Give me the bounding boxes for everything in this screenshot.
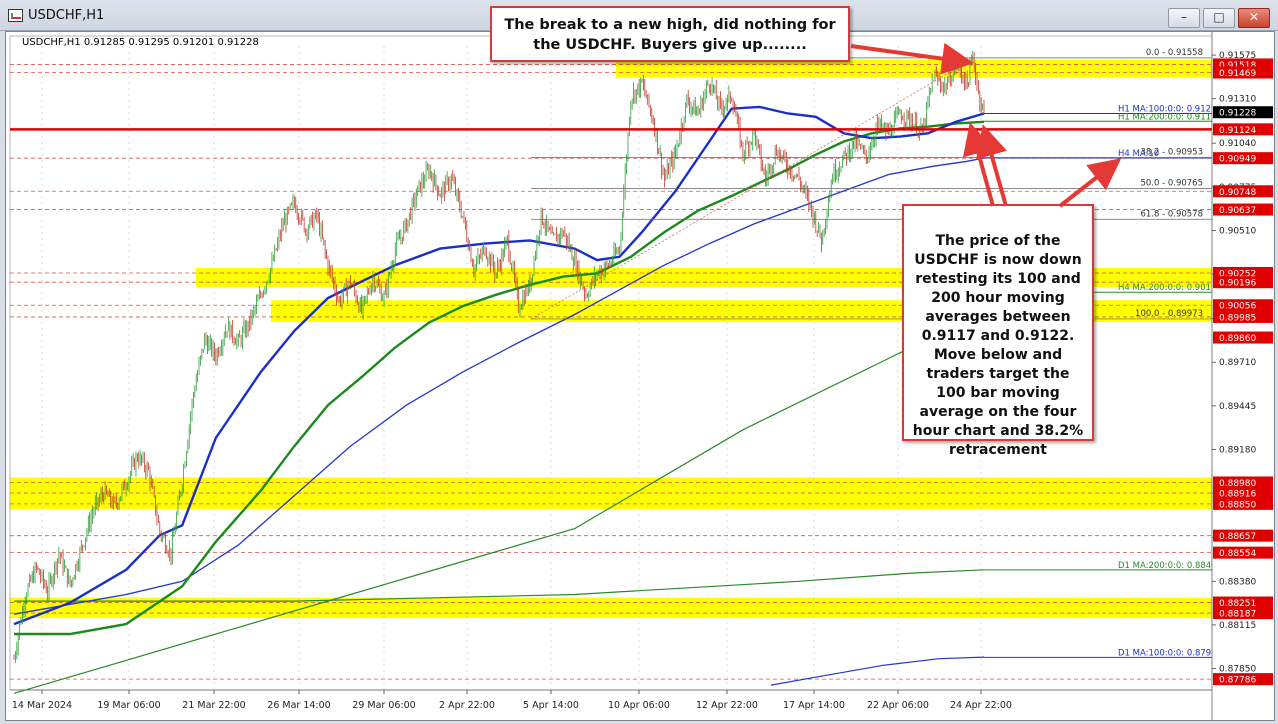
price-label-box bbox=[1213, 673, 1273, 686]
time-tick-label: 26 Mar 14:00 bbox=[267, 700, 330, 711]
fib-label: 100.0 - 0.89973 bbox=[1135, 309, 1203, 319]
fib-label: 38.2 - 0.90953 bbox=[1140, 148, 1203, 158]
h4-ma100-line bbox=[13, 157, 985, 615]
fib-label: 61.8 - 0.90578 bbox=[1140, 209, 1203, 219]
price-label-box bbox=[1213, 607, 1273, 620]
price-label-text: 0.88554 bbox=[1219, 549, 1256, 559]
ma-label: H4 MA:200:0:0: 0.90135 bbox=[1118, 283, 1222, 293]
price-label-box bbox=[1213, 476, 1273, 489]
support-band bbox=[616, 59, 1212, 78]
price-label-box bbox=[1213, 203, 1273, 216]
price-label-text: 0.91469 bbox=[1219, 69, 1256, 79]
price-label-text: 0.88850 bbox=[1219, 500, 1256, 510]
price-label-text: 0.89860 bbox=[1219, 334, 1256, 344]
h1-ma200-line bbox=[14, 120, 985, 636]
price-label-box bbox=[1213, 596, 1273, 609]
price-label-box bbox=[1213, 185, 1273, 198]
price-tick-label: 0.91040 bbox=[1219, 139, 1256, 149]
price-label-text: 0.91124 bbox=[1219, 126, 1256, 136]
price-label-text: 0.91518 bbox=[1219, 61, 1256, 71]
price-label-box bbox=[1213, 266, 1273, 279]
time-tick-label: 21 Mar 22:00 bbox=[182, 700, 245, 711]
price-label-box bbox=[1213, 546, 1273, 559]
h4-ma200-line bbox=[13, 313, 985, 694]
ma-label: D1 MA:100:0:0: 0.87918 bbox=[1118, 648, 1222, 658]
price-label-text: 0.91228 bbox=[1219, 109, 1256, 119]
price-label-box bbox=[1213, 529, 1273, 542]
ma-label: D1 MA:200:0:0: 0.88449 bbox=[1118, 561, 1222, 571]
fib-label: 50.0 - 0.90765 bbox=[1140, 178, 1203, 188]
price-label-text: 0.89985 bbox=[1219, 313, 1256, 323]
price-tick-label: 0.88380 bbox=[1219, 577, 1256, 587]
price-tick-label: 0.87850 bbox=[1219, 665, 1256, 675]
time-tick-label: 17 Apr 14:00 bbox=[783, 700, 845, 711]
ma-label: H1 MA:100:0:0: 0.91220 bbox=[1118, 105, 1222, 115]
price-label-text: 0.87786 bbox=[1219, 676, 1256, 686]
price-tick-label: 0.91310 bbox=[1219, 95, 1256, 105]
price-label-text: 0.90637 bbox=[1219, 206, 1256, 216]
callout-top: The break to a new high, did nothing for… bbox=[490, 6, 850, 62]
price-label-box bbox=[1213, 497, 1273, 510]
h1-ma100-line bbox=[13, 105, 985, 626]
price-label-text: 0.88657 bbox=[1219, 532, 1256, 542]
window-title: USDCHF,H1 bbox=[28, 8, 105, 23]
time-tick-label: 19 Mar 06:00 bbox=[97, 700, 160, 711]
price-label-box bbox=[1213, 66, 1273, 79]
price-label-text: 0.90196 bbox=[1219, 279, 1256, 289]
price-label-box bbox=[1213, 487, 1273, 500]
price-label-box bbox=[1213, 331, 1273, 344]
price-label-box bbox=[1213, 123, 1273, 136]
fib-diagonal bbox=[530, 57, 975, 320]
price-label-text: 0.90748 bbox=[1219, 188, 1256, 198]
time-tick-label: 22 Apr 06:00 bbox=[867, 700, 929, 711]
time-tick-label: 14 Mar 2024 bbox=[12, 700, 72, 711]
price-tick-label: 0.89445 bbox=[1219, 402, 1256, 412]
price-label-text: 0.88251 bbox=[1219, 599, 1256, 609]
fib-label: 0.0 - 0.91558 bbox=[1146, 48, 1203, 58]
ma-label: H4 MA:10 bbox=[1118, 149, 1159, 159]
price-tick-label: 0.90510 bbox=[1219, 226, 1256, 236]
price-label-box bbox=[1213, 276, 1273, 289]
price-label-text: 0.90056 bbox=[1219, 302, 1256, 312]
callout-right: The price of the USDCHF is now down rete… bbox=[902, 204, 1094, 458]
price-tick-label: 0.88115 bbox=[1219, 621, 1256, 631]
maximize-button[interactable]: □ bbox=[1203, 8, 1235, 28]
price-label-text: 0.88187 bbox=[1219, 610, 1256, 620]
minimize-button[interactable]: – bbox=[1168, 8, 1200, 28]
close-button[interactable]: ✕ bbox=[1238, 8, 1270, 28]
price-label-box bbox=[1213, 106, 1273, 119]
price-tick-label: 0.89710 bbox=[1219, 358, 1256, 368]
d1-ma200-line bbox=[14, 569, 985, 602]
d1-ma100-line bbox=[770, 656, 985, 686]
time-tick-label: 24 Apr 22:00 bbox=[950, 700, 1012, 711]
time-tick-label: 29 Mar 06:00 bbox=[352, 700, 415, 711]
price-label-text: 0.88980 bbox=[1219, 479, 1256, 489]
time-tick-label: 2 Apr 22:00 bbox=[439, 700, 495, 711]
price-label-text: 0.90252 bbox=[1219, 269, 1256, 279]
ma-label: H1 MA:200:0:0: 0.91173 bbox=[1118, 112, 1222, 122]
time-tick-label: 12 Apr 22:00 bbox=[696, 700, 758, 711]
price-label-box bbox=[1213, 152, 1273, 165]
time-tick-label: 10 Apr 06:00 bbox=[608, 700, 670, 711]
price-tick-label: 0.89180 bbox=[1219, 446, 1256, 456]
chart-window-icon bbox=[8, 9, 23, 22]
price-label-box bbox=[1213, 299, 1273, 312]
price-label-text: 0.88916 bbox=[1219, 490, 1256, 500]
support-band bbox=[10, 597, 1212, 619]
price-label-box bbox=[1213, 310, 1273, 323]
price-label-text: 0.90949 bbox=[1219, 155, 1256, 165]
chart-header: USDCHF,H1 0.91285 0.91295 0.91201 0.9122… bbox=[22, 37, 259, 48]
time-tick-label: 5 Apr 14:00 bbox=[523, 700, 579, 711]
price-tick-label: 0.91575 bbox=[1219, 51, 1256, 61]
